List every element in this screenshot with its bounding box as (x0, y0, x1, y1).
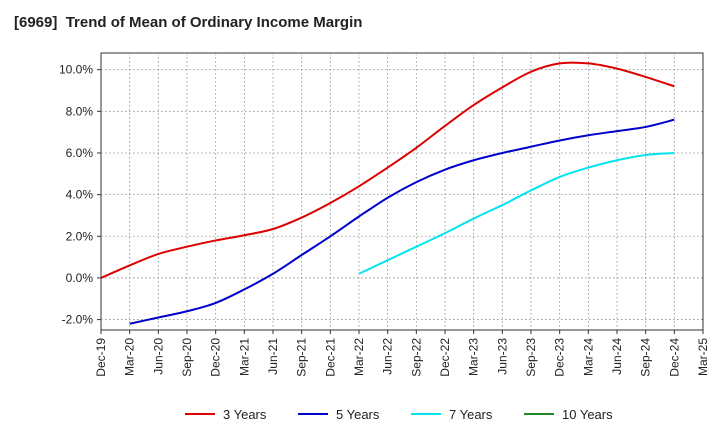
x-tick-label: Dec-22 (438, 338, 452, 377)
series-lines (100, 61, 675, 325)
y-tick-label: -2.0% (62, 313, 94, 327)
legend: 3 Years 5 Years 7 Years 10 Years (185, 407, 613, 422)
x-tick-label: Mar-20 (123, 338, 137, 376)
plot-area (100, 52, 704, 331)
x-tick-label: Jun-20 (151, 338, 165, 375)
x-tick-label: Dec-19 (94, 338, 108, 377)
y-tick-label: 2.0% (66, 229, 94, 243)
x-tick-label: Mar-24 (581, 338, 595, 376)
y-tick-label: 10.0% (59, 63, 93, 77)
x-axis-ticks: Dec-19 Mar-20 Jun-20 Sep-20 Dec-20 Mar-21 Jun-… (94, 330, 710, 377)
x-tick-label: Dec-24 (667, 338, 681, 377)
legend-label-3-years: 3 Years (223, 407, 267, 422)
x-tick-label: Dec-21 (323, 338, 337, 377)
x-tick-label: Jun-24 (610, 338, 624, 375)
x-tick-label: Sep-20 (180, 338, 194, 377)
x-tick-label: Jun-22 (381, 338, 395, 375)
x-tick-label: Jun-23 (495, 338, 509, 375)
x-tick-label: Jun-21 (266, 338, 280, 375)
y-tick-label: 4.0% (66, 188, 94, 202)
x-tick-label: Dec-20 (209, 338, 223, 377)
x-tick-label: Sep-22 (409, 338, 423, 377)
x-tick-label: Sep-21 (295, 338, 309, 377)
legend-label-10-years: 10 Years (562, 407, 613, 422)
x-tick-label: Sep-24 (639, 338, 653, 377)
legend-label-7-years: 7 Years (449, 407, 493, 422)
x-tick-label: Dec-23 (553, 338, 567, 377)
series-line-5-years (129, 118, 675, 325)
y-tick-label: 0.0% (66, 271, 94, 285)
y-tick-label: 8.0% (66, 104, 94, 118)
x-tick-label: Sep-23 (524, 338, 538, 377)
series-line-3-years (100, 61, 675, 279)
x-tick-label: Mar-22 (352, 338, 366, 376)
y-axis-ticks: -2.0% 0.0% 2.0% 4.0% 6.0% 8.0% 10.0% (59, 63, 101, 327)
chart-title: [6969] Trend of Mean of Ordinary Income … (14, 14, 363, 31)
grid-lines (101, 53, 703, 330)
x-tick-label: Mar-21 (237, 338, 251, 376)
legend-label-5-years: 5 Years (336, 407, 380, 422)
y-tick-label: 6.0% (66, 146, 94, 160)
series-line-7-years (358, 151, 675, 275)
x-tick-label: Mar-23 (467, 338, 481, 376)
x-tick-label: Mar-25 (696, 338, 710, 376)
